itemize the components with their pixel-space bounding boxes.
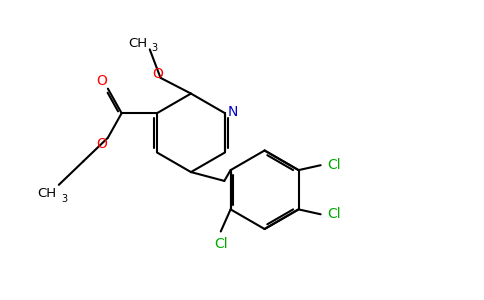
Text: O: O [97, 74, 107, 88]
Text: O: O [152, 67, 164, 81]
Text: O: O [97, 136, 107, 151]
Text: CH: CH [128, 37, 147, 50]
Text: 3: 3 [151, 44, 158, 53]
Text: Cl: Cl [328, 207, 341, 221]
Text: Cl: Cl [214, 237, 227, 251]
Text: N: N [228, 105, 239, 119]
Text: 3: 3 [61, 194, 68, 204]
Text: Cl: Cl [328, 158, 341, 172]
Text: CH: CH [37, 187, 56, 200]
